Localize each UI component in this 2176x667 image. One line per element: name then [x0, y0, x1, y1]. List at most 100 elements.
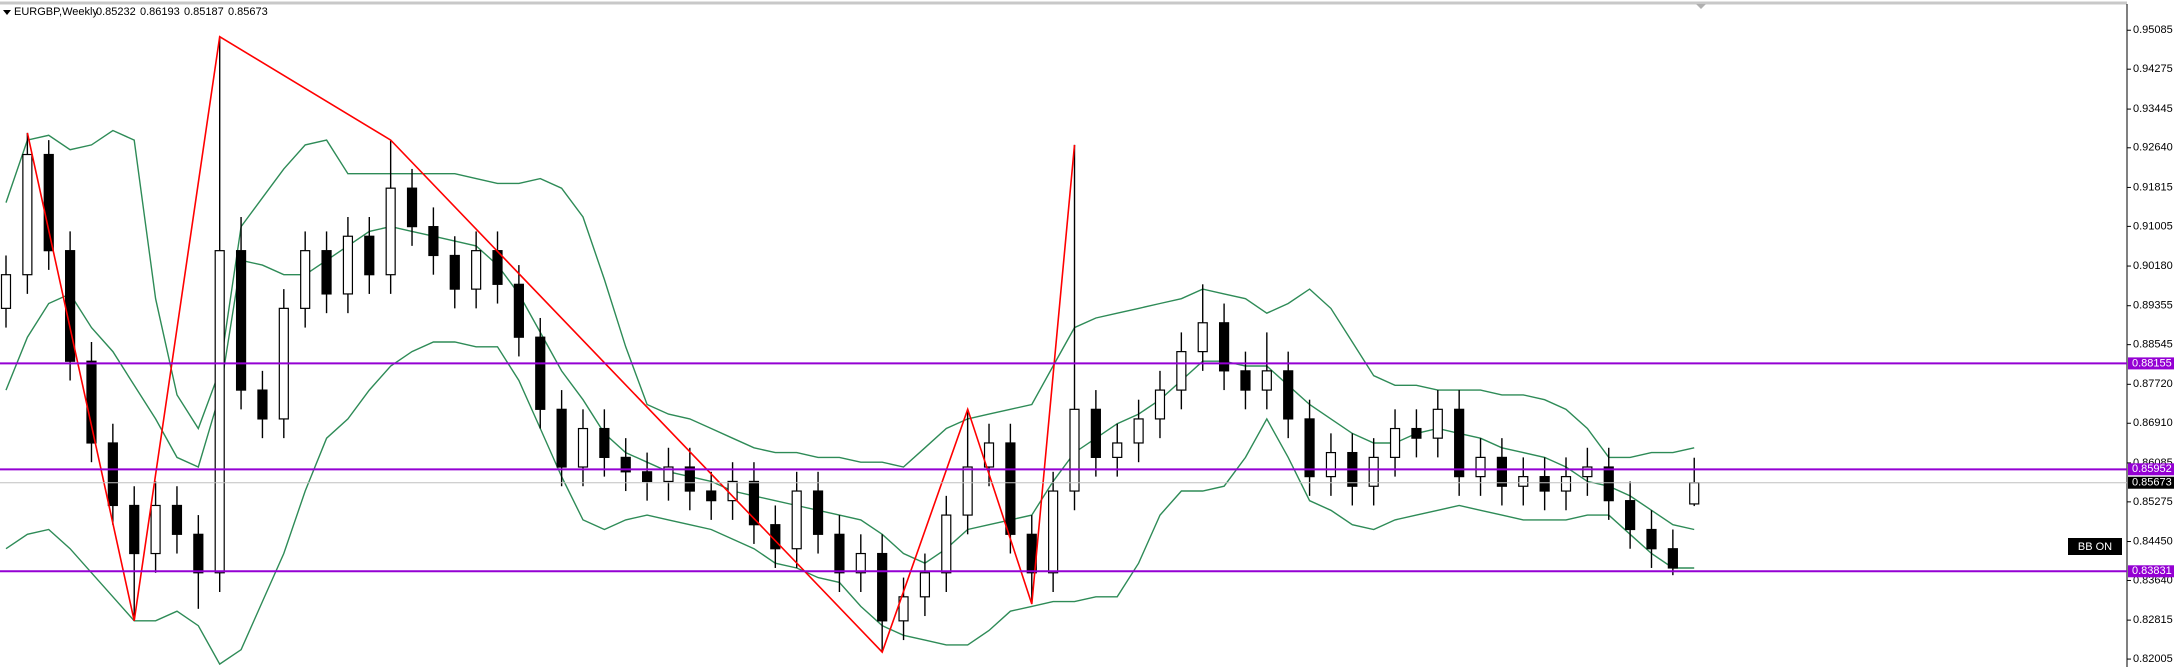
candle-body: [1176, 351, 1187, 391]
candle-body: [513, 283, 524, 338]
y-tick-label: 0.90180: [2133, 260, 2173, 272]
candle-body: [1432, 408, 1443, 439]
candle-body: [150, 504, 161, 555]
price-axis: 0.95085 0.94275 0.93445 0.92640 0.91815 0.910…: [2127, 24, 2174, 665]
candle-body: [706, 490, 717, 502]
y-tick-label: 0.88545: [2133, 339, 2173, 351]
header-close: 0.85673: [228, 6, 268, 18]
y-tick-label: 0.91815: [2133, 181, 2173, 193]
candle-body: [471, 250, 482, 290]
candle-body: [1603, 466, 1614, 502]
candle-body: [855, 552, 866, 574]
indicator-label: BB ON: [2078, 541, 2112, 553]
candle-body: [1368, 456, 1379, 487]
candle-body: [1560, 476, 1572, 492]
candle-body: [834, 533, 845, 574]
candle-body: [962, 466, 973, 516]
candle-body: [1197, 322, 1208, 353]
candle-body: [1539, 476, 1550, 492]
candle-body: [599, 427, 610, 458]
candle-body: [129, 504, 140, 555]
header-high: 0.86193: [140, 6, 180, 18]
y-tick-label: 0.87720: [2133, 378, 2173, 390]
candle-body: [1389, 427, 1401, 458]
candle-body: [1048, 490, 1059, 574]
candle-body: [748, 480, 760, 526]
candle-body: [257, 389, 268, 420]
candle-body: [364, 235, 375, 276]
candle-body: [406, 187, 418, 228]
candle-body: [1496, 456, 1508, 487]
bollinger-band: [5, 341, 1695, 666]
candle-body: [1646, 528, 1657, 550]
candle-body: [663, 466, 674, 483]
candle-body: [1218, 322, 1230, 372]
y-tick-label: 0.89355: [2133, 300, 2173, 312]
level-badge: [2128, 463, 2174, 476]
candle-body: [1667, 548, 1678, 569]
candle-body: [300, 250, 311, 309]
candle-body: [1518, 476, 1529, 487]
y-tick-label: 0.92640: [2133, 142, 2173, 154]
y-tick-label: 0.93445: [2133, 103, 2173, 115]
bollinger-band: [5, 129, 1695, 468]
candle-body: [877, 552, 888, 622]
scroll-marker: [1696, 4, 1706, 9]
candle-body: [641, 471, 653, 483]
y-tick-label: 0.82815: [2133, 614, 2173, 626]
candle-body: [385, 187, 396, 276]
candle-body: [193, 533, 204, 574]
level-badge: [2128, 565, 2174, 578]
level-label: 0.88155: [2132, 357, 2172, 369]
level-label: 0.83831: [2132, 565, 2172, 577]
candle-body: [1283, 370, 1294, 420]
candle-body: [1325, 451, 1337, 478]
y-tick-label: 0.91005: [2133, 220, 2173, 232]
candle-body: [812, 490, 824, 535]
y-tick-label: 0.83640: [2133, 574, 2173, 586]
y-tick-label: 0.85275: [2133, 496, 2173, 508]
candle-body: [919, 572, 931, 598]
header-open: 0.85232: [96, 6, 136, 18]
candle-body: [1625, 500, 1636, 531]
current-price-badge: [2128, 476, 2174, 489]
level-badge: [2128, 357, 2174, 370]
candle-body: [898, 596, 909, 622]
candle-body: [1005, 442, 1016, 535]
candle-body: [1261, 370, 1272, 391]
y-tick-label: 0.94275: [2133, 63, 2173, 75]
candle-body: [727, 480, 738, 502]
plot-area: [0, 35, 2127, 666]
candle-body: [791, 490, 802, 550]
candle-body: [428, 226, 439, 257]
candle-body: [983, 442, 995, 468]
candle-body: [1454, 408, 1465, 478]
current-price-label: 0.85673: [2132, 477, 2172, 489]
symbol-title: EURGBP,Weekly: [14, 6, 98, 18]
y-tick-label: 0.95085: [2133, 24, 2173, 36]
candle-body: [1090, 408, 1101, 458]
candle-body: [171, 504, 183, 535]
header-triangle: [3, 10, 11, 15]
candle-body: [235, 250, 247, 391]
candle-body: [1475, 456, 1486, 478]
y-tick-label: 0.84450: [2133, 535, 2173, 547]
candle-body: [342, 235, 354, 295]
y-tick-label: 0.86910: [2133, 417, 2173, 429]
candle-body: [535, 336, 546, 410]
candle-body: [1411, 427, 1422, 439]
candle-body: [449, 254, 460, 290]
candle-body: [684, 466, 695, 492]
candle-body: [1154, 389, 1166, 420]
candle-body: [214, 250, 225, 574]
indicator-badge: [2068, 538, 2122, 555]
candle-body: [1689, 482, 1700, 505]
candle-body: [43, 153, 54, 252]
level-label: 0.85952: [2132, 463, 2172, 475]
candle-body: [941, 514, 952, 574]
candle-body: [321, 250, 332, 295]
